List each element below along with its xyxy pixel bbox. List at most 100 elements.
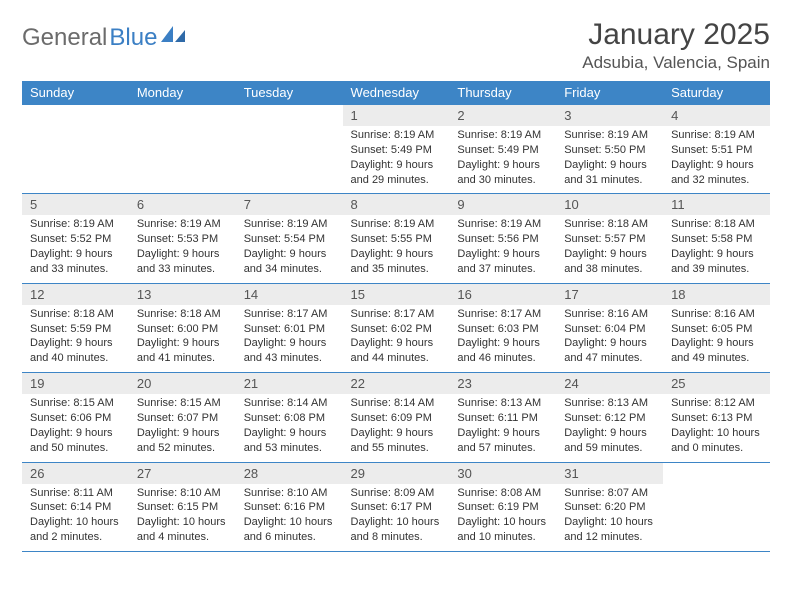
day-number-cell: 1 bbox=[343, 105, 450, 127]
sunset-line: Sunset: 6:12 PM bbox=[564, 411, 655, 426]
daynum-row: 567891011 bbox=[22, 194, 770, 216]
sunrise-line: Sunrise: 8:14 AM bbox=[351, 396, 442, 411]
location-text: Adsubia, Valencia, Spain bbox=[582, 53, 770, 73]
sunset-line: Sunset: 5:57 PM bbox=[564, 232, 655, 247]
sunrise-line: Sunrise: 8:17 AM bbox=[244, 307, 335, 322]
sunrise-line: Sunrise: 8:14 AM bbox=[244, 396, 335, 411]
weekday-header: Tuesday bbox=[236, 81, 343, 105]
daylight-line: Daylight: 10 hours and 8 minutes. bbox=[351, 515, 442, 545]
day-content-cell: Sunrise: 8:17 AMSunset: 6:02 PMDaylight:… bbox=[343, 305, 450, 373]
sunset-line: Sunset: 6:20 PM bbox=[564, 500, 655, 515]
day-content-cell: Sunrise: 8:19 AMSunset: 5:53 PMDaylight:… bbox=[129, 215, 236, 283]
sunset-line: Sunset: 6:09 PM bbox=[351, 411, 442, 426]
daylight-line: Daylight: 9 hours and 39 minutes. bbox=[671, 247, 762, 277]
day-content-cell: Sunrise: 8:11 AMSunset: 6:14 PMDaylight:… bbox=[22, 484, 129, 552]
daylight-line: Daylight: 10 hours and 0 minutes. bbox=[671, 426, 762, 456]
daylight-line: Daylight: 9 hours and 32 minutes. bbox=[671, 158, 762, 188]
day-number-cell: 8 bbox=[343, 194, 450, 216]
brand-logo: GeneralBlue bbox=[22, 24, 187, 52]
weekday-header-row: Sunday Monday Tuesday Wednesday Thursday… bbox=[22, 81, 770, 105]
day-number-cell: 25 bbox=[663, 373, 770, 395]
month-title: January 2025 bbox=[582, 18, 770, 51]
day-number-cell: 11 bbox=[663, 194, 770, 216]
daylight-line: Daylight: 9 hours and 41 minutes. bbox=[137, 336, 228, 366]
sunset-line: Sunset: 6:16 PM bbox=[244, 500, 335, 515]
sunrise-line: Sunrise: 8:19 AM bbox=[137, 217, 228, 232]
sunset-line: Sunset: 5:56 PM bbox=[457, 232, 548, 247]
sunrise-line: Sunrise: 8:19 AM bbox=[564, 128, 655, 143]
day-content-cell: Sunrise: 8:19 AMSunset: 5:54 PMDaylight:… bbox=[236, 215, 343, 283]
day-number-cell bbox=[22, 105, 129, 127]
sunset-line: Sunset: 6:01 PM bbox=[244, 322, 335, 337]
day-number-cell: 14 bbox=[236, 283, 343, 305]
sunrise-line: Sunrise: 8:19 AM bbox=[671, 128, 762, 143]
day-content-cell: Sunrise: 8:16 AMSunset: 6:05 PMDaylight:… bbox=[663, 305, 770, 373]
day-number-cell: 28 bbox=[236, 462, 343, 484]
day-number-cell: 10 bbox=[556, 194, 663, 216]
daylight-line: Daylight: 9 hours and 59 minutes. bbox=[564, 426, 655, 456]
day-number-cell: 31 bbox=[556, 462, 663, 484]
weekday-header: Wednesday bbox=[343, 81, 450, 105]
day-number-cell: 20 bbox=[129, 373, 236, 395]
day-content-cell: Sunrise: 8:19 AMSunset: 5:49 PMDaylight:… bbox=[449, 126, 556, 194]
content-row: Sunrise: 8:11 AMSunset: 6:14 PMDaylight:… bbox=[22, 484, 770, 552]
day-number-cell: 22 bbox=[343, 373, 450, 395]
daylight-line: Daylight: 10 hours and 6 minutes. bbox=[244, 515, 335, 545]
daylight-line: Daylight: 9 hours and 49 minutes. bbox=[671, 336, 762, 366]
sunrise-line: Sunrise: 8:19 AM bbox=[457, 217, 548, 232]
day-number-cell: 26 bbox=[22, 462, 129, 484]
day-content-cell: Sunrise: 8:19 AMSunset: 5:52 PMDaylight:… bbox=[22, 215, 129, 283]
day-number-cell: 15 bbox=[343, 283, 450, 305]
daylight-line: Daylight: 10 hours and 12 minutes. bbox=[564, 515, 655, 545]
sunset-line: Sunset: 6:04 PM bbox=[564, 322, 655, 337]
day-content-cell: Sunrise: 8:18 AMSunset: 5:58 PMDaylight:… bbox=[663, 215, 770, 283]
day-number-cell: 12 bbox=[22, 283, 129, 305]
sunset-line: Sunset: 6:11 PM bbox=[457, 411, 548, 426]
day-content-cell: Sunrise: 8:15 AMSunset: 6:07 PMDaylight:… bbox=[129, 394, 236, 462]
day-number-cell: 13 bbox=[129, 283, 236, 305]
weekday-header: Thursday bbox=[449, 81, 556, 105]
daynum-row: 19202122232425 bbox=[22, 373, 770, 395]
sunrise-line: Sunrise: 8:19 AM bbox=[30, 217, 121, 232]
page: GeneralBlue January 2025 Adsubia, Valenc… bbox=[0, 0, 792, 552]
day-number-cell: 6 bbox=[129, 194, 236, 216]
day-content-cell: Sunrise: 8:18 AMSunset: 6:00 PMDaylight:… bbox=[129, 305, 236, 373]
day-content-cell: Sunrise: 8:19 AMSunset: 5:49 PMDaylight:… bbox=[343, 126, 450, 194]
daylight-line: Daylight: 9 hours and 29 minutes. bbox=[351, 158, 442, 188]
sunset-line: Sunset: 5:49 PM bbox=[351, 143, 442, 158]
sunset-line: Sunset: 6:06 PM bbox=[30, 411, 121, 426]
day-number-cell: 16 bbox=[449, 283, 556, 305]
brand-name-part2: Blue bbox=[109, 24, 157, 52]
day-content-cell bbox=[129, 126, 236, 194]
calendar-table: Sunday Monday Tuesday Wednesday Thursday… bbox=[22, 81, 770, 552]
day-number-cell: 23 bbox=[449, 373, 556, 395]
daylight-line: Daylight: 9 hours and 37 minutes. bbox=[457, 247, 548, 277]
weekday-header: Sunday bbox=[22, 81, 129, 105]
day-content-cell bbox=[236, 126, 343, 194]
day-content-cell: Sunrise: 8:07 AMSunset: 6:20 PMDaylight:… bbox=[556, 484, 663, 552]
day-number-cell: 27 bbox=[129, 462, 236, 484]
weekday-header: Friday bbox=[556, 81, 663, 105]
day-content-cell: Sunrise: 8:09 AMSunset: 6:17 PMDaylight:… bbox=[343, 484, 450, 552]
day-number-cell: 30 bbox=[449, 462, 556, 484]
sunrise-line: Sunrise: 8:19 AM bbox=[457, 128, 548, 143]
day-number-cell: 17 bbox=[556, 283, 663, 305]
day-number-cell: 24 bbox=[556, 373, 663, 395]
daylight-line: Daylight: 9 hours and 52 minutes. bbox=[137, 426, 228, 456]
daynum-row: 262728293031 bbox=[22, 462, 770, 484]
daylight-line: Daylight: 9 hours and 34 minutes. bbox=[244, 247, 335, 277]
sunset-line: Sunset: 6:02 PM bbox=[351, 322, 442, 337]
sunrise-line: Sunrise: 8:17 AM bbox=[457, 307, 548, 322]
sunset-line: Sunset: 6:00 PM bbox=[137, 322, 228, 337]
day-content-cell: Sunrise: 8:10 AMSunset: 6:16 PMDaylight:… bbox=[236, 484, 343, 552]
day-content-cell: Sunrise: 8:17 AMSunset: 6:03 PMDaylight:… bbox=[449, 305, 556, 373]
sunrise-line: Sunrise: 8:18 AM bbox=[671, 217, 762, 232]
sunset-line: Sunset: 5:50 PM bbox=[564, 143, 655, 158]
day-number-cell: 7 bbox=[236, 194, 343, 216]
day-number-cell: 21 bbox=[236, 373, 343, 395]
sunset-line: Sunset: 5:53 PM bbox=[137, 232, 228, 247]
day-number-cell: 3 bbox=[556, 105, 663, 127]
content-row: Sunrise: 8:19 AMSunset: 5:49 PMDaylight:… bbox=[22, 126, 770, 194]
sunrise-line: Sunrise: 8:10 AM bbox=[244, 486, 335, 501]
day-number-cell: 2 bbox=[449, 105, 556, 127]
